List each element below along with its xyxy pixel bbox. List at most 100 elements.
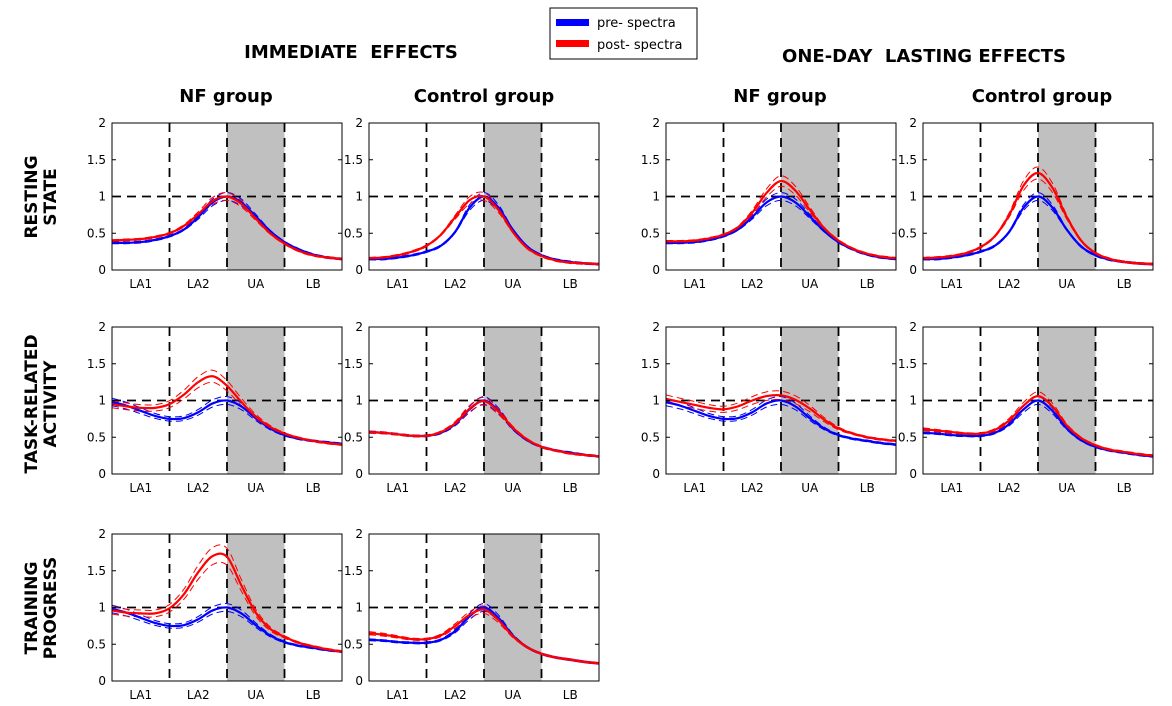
x-tick-label: LA2 bbox=[187, 277, 210, 291]
x-tick-label: LA2 bbox=[444, 277, 467, 291]
post-spectra-line bbox=[666, 393, 896, 443]
x-tick-label: LA2 bbox=[998, 481, 1021, 495]
x-tick-label: LB bbox=[860, 481, 875, 495]
row-title-resting-line1: RESTING bbox=[22, 155, 42, 238]
panel-rest-nf-imm: 0 0.5 1 1.5 2 LA1 LA2 UA LB bbox=[87, 116, 343, 291]
y-tick-label: 1.5 bbox=[87, 357, 106, 371]
x-tick-label: LA1 bbox=[683, 481, 706, 495]
y-tick-label: 1 bbox=[909, 190, 917, 204]
x-tick-label: LB bbox=[306, 688, 321, 702]
curves bbox=[666, 390, 896, 446]
y-tick-label: 0 bbox=[652, 467, 660, 481]
y-tick-label: 1 bbox=[98, 190, 106, 204]
immediate-effects-title: IMMEDIATE EFFECTS bbox=[244, 42, 458, 63]
y-tick-label: 0.5 bbox=[87, 226, 106, 240]
row-title-training-progress: TRAINING PROGRESS bbox=[22, 557, 61, 659]
curves bbox=[112, 192, 342, 261]
y-tick-label: 1 bbox=[355, 601, 363, 615]
y-tick-label: 2 bbox=[98, 320, 106, 334]
x-tick-label: UA bbox=[1058, 277, 1076, 291]
y-tick-label: 2 bbox=[909, 320, 917, 334]
row-title-resting-state: RESTING STATE bbox=[22, 155, 61, 238]
x-tick-label: LA1 bbox=[129, 481, 152, 495]
pre-spectra-line bbox=[666, 399, 896, 446]
y-tick-label: 1.5 bbox=[87, 153, 106, 167]
y-tick-label: 1.5 bbox=[344, 153, 363, 167]
pre-spectra-line bbox=[112, 606, 342, 653]
x-tick-label: UA bbox=[247, 688, 265, 702]
y-tick-label: 1.5 bbox=[898, 357, 917, 371]
y-tick-label: 2 bbox=[98, 527, 106, 541]
y-tick-label: 1.5 bbox=[344, 357, 363, 371]
curves bbox=[112, 369, 342, 446]
y-tick-label: 1.5 bbox=[87, 564, 106, 578]
legend: pre- spectra post- spectra bbox=[549, 7, 698, 60]
post-spectra-error-bound bbox=[666, 390, 896, 441]
x-tick-label: LA2 bbox=[998, 277, 1021, 291]
x-tick-label: LA1 bbox=[386, 481, 409, 495]
post-spectra-line bbox=[369, 194, 599, 266]
y-tick-label: 2 bbox=[652, 320, 660, 334]
legend-label-post: post- spectra bbox=[597, 38, 682, 53]
x-tick-label: UA bbox=[504, 688, 522, 702]
x-tick-label: LB bbox=[563, 688, 578, 702]
post-spectra-line bbox=[923, 171, 1153, 266]
post-spectra-line bbox=[112, 195, 342, 261]
row-title-training-line1: TRAINING bbox=[22, 562, 42, 655]
x-tick-label: UA bbox=[801, 277, 819, 291]
y-tick-label: 2 bbox=[355, 527, 363, 541]
y-tick-label: 2 bbox=[909, 116, 917, 130]
panel-task-nf-last: 0 0.5 1 1.5 2 LA1 LA2 UA LB bbox=[641, 320, 897, 495]
x-tick-label: LA2 bbox=[741, 481, 764, 495]
y-tick-label: 2 bbox=[98, 116, 106, 130]
x-tick-label: LA2 bbox=[444, 481, 467, 495]
x-tick-label: LA1 bbox=[683, 277, 706, 291]
y-tick-label: 0.5 bbox=[641, 430, 660, 444]
y-tick-label: 1.5 bbox=[641, 357, 660, 371]
post-spectra-error-bound bbox=[112, 369, 342, 445]
curves bbox=[112, 544, 342, 653]
post-spectra-line bbox=[369, 608, 599, 665]
legend-box bbox=[549, 7, 698, 60]
x-tick-label: LB bbox=[860, 277, 875, 291]
row-title-training-line2: PROGRESS bbox=[41, 557, 61, 659]
lasting-effects-title: ONE-DAY LASTING EFFECTS bbox=[782, 46, 1066, 67]
y-tick-label: 0.5 bbox=[87, 637, 106, 651]
x-tick-label: LA2 bbox=[187, 481, 210, 495]
curves bbox=[369, 191, 599, 266]
curves bbox=[923, 166, 1153, 266]
y-tick-label: 1 bbox=[98, 394, 106, 408]
y-tick-label: 0.5 bbox=[87, 430, 106, 444]
post-spectra-error-bound bbox=[112, 381, 342, 446]
x-tick-label: LA1 bbox=[940, 277, 963, 291]
column-title-control-lasting: Control group bbox=[972, 86, 1113, 107]
x-tick-label: LA1 bbox=[940, 481, 963, 495]
y-tick-label: 1.5 bbox=[641, 153, 660, 167]
y-tick-label: 0 bbox=[98, 467, 106, 481]
y-tick-label: 2 bbox=[652, 116, 660, 130]
row-title-task-activity: TASK-RELATED ACTIVITY bbox=[22, 334, 61, 473]
y-tick-label: 0.5 bbox=[344, 430, 363, 444]
y-tick-label: 0.5 bbox=[344, 637, 363, 651]
y-tick-label: 1 bbox=[355, 394, 363, 408]
y-tick-label: 0 bbox=[652, 263, 660, 277]
x-tick-label: UA bbox=[247, 481, 265, 495]
post-spectra-line bbox=[112, 375, 342, 446]
panel-train-nf-imm: 0 0.5 1 1.5 2 LA1 LA2 UA LB bbox=[87, 527, 343, 702]
row-title-task-line2: ACTIVITY bbox=[41, 360, 61, 448]
x-tick-label: UA bbox=[1058, 481, 1076, 495]
x-tick-label: UA bbox=[247, 277, 265, 291]
x-tick-label: UA bbox=[504, 277, 522, 291]
row-title-resting-line2: STATE bbox=[41, 168, 61, 226]
column-title-nf-immediate: NF group bbox=[179, 86, 273, 107]
y-tick-label: 1 bbox=[909, 394, 917, 408]
x-tick-label: LB bbox=[563, 481, 578, 495]
x-tick-label: UA bbox=[801, 481, 819, 495]
panel-task-nf-imm: 0 0.5 1 1.5 2 LA1 LA2 UA LB bbox=[87, 320, 343, 495]
post-spectra-error-bound bbox=[112, 544, 342, 652]
y-tick-label: 0.5 bbox=[898, 430, 917, 444]
y-tick-label: 0 bbox=[909, 467, 917, 481]
post-spectra-line bbox=[112, 552, 342, 653]
y-tick-label: 1 bbox=[98, 601, 106, 615]
panel-rest-ctrl-last: 0 0.5 1 1.5 2 LA1 LA2 UA LB bbox=[898, 116, 1154, 291]
